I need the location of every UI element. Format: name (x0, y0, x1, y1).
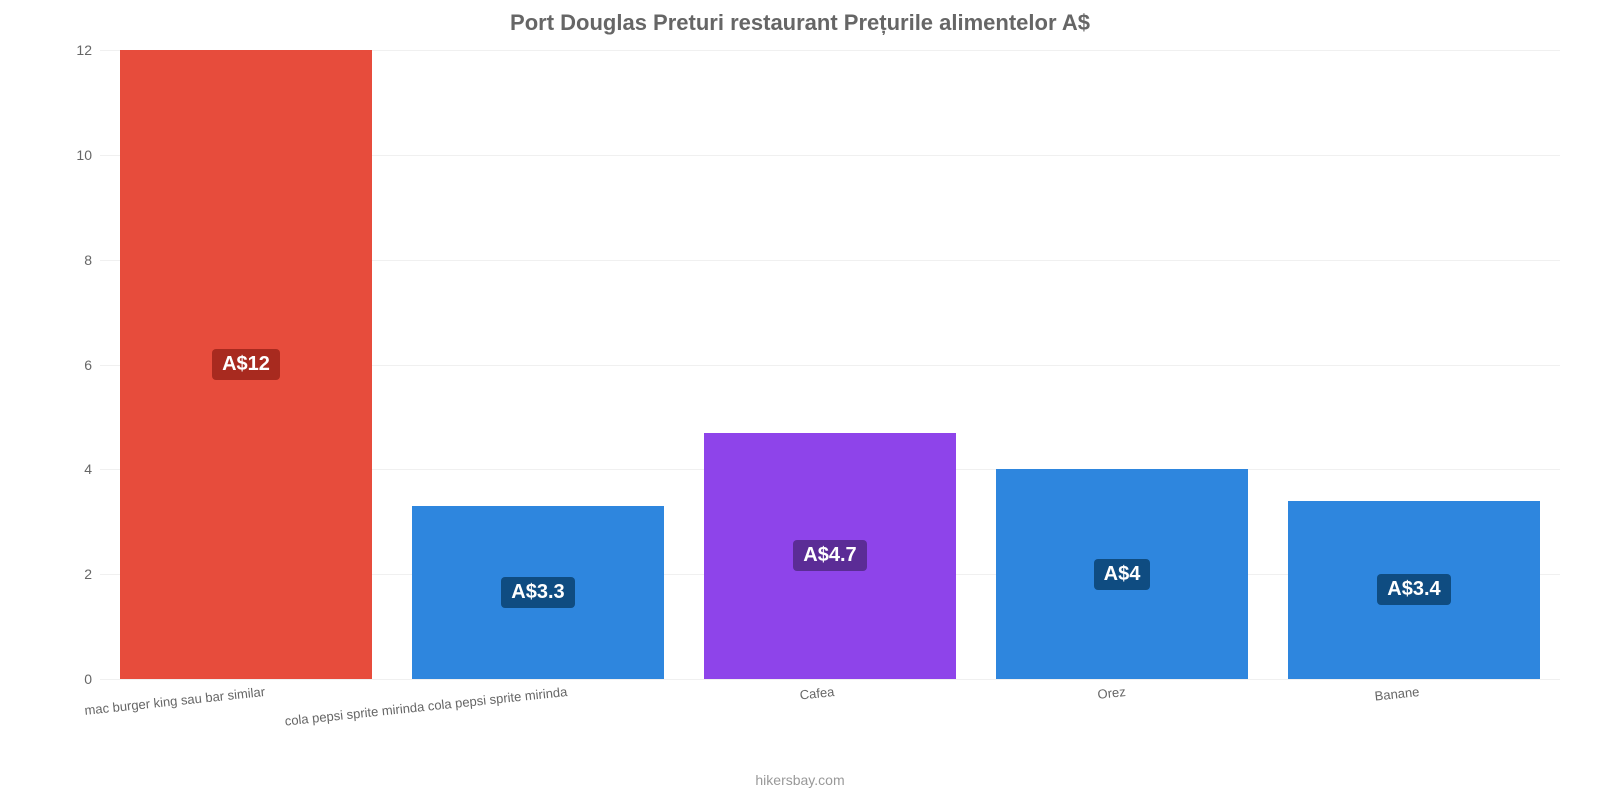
bar-slot: A$12 (100, 50, 392, 679)
y-tick-label: 10 (76, 147, 92, 163)
bar: A$4.7 (704, 433, 955, 679)
y-tick-label: 0 (84, 671, 92, 687)
x-axis-label: Cafea (799, 684, 835, 703)
bar-value-label: A$3.3 (501, 577, 574, 608)
bar-value-label: A$4 (1094, 559, 1151, 590)
bar-slot: A$3.3 (392, 50, 684, 679)
bar: A$3.4 (1288, 501, 1539, 679)
chart-title: Port Douglas Preturi restaurant Prețuril… (0, 0, 1600, 36)
credit-text: hikersbay.com (0, 772, 1600, 788)
plot-area: 024681012 A$12A$3.3A$4.7A$4A$3.4 (100, 50, 1560, 680)
bar-value-label: A$3.4 (1377, 574, 1450, 605)
y-tick-label: 4 (84, 461, 92, 477)
y-tick-label: 12 (76, 42, 92, 58)
bar-value-label: A$4.7 (793, 540, 866, 571)
bars-row: A$12 A$3.3 A$4.7 A$4 A$3.4 (100, 50, 1560, 679)
x-axis-label: mac burger king sau bar similar (84, 684, 266, 718)
bar: A$4 (996, 469, 1247, 679)
y-tick-label: 2 (84, 566, 92, 582)
y-tick-label: 6 (84, 357, 92, 373)
bar-slot: A$4.7 (684, 50, 976, 679)
bar-value-label: A$12 (212, 349, 280, 380)
bar: A$12 (120, 50, 371, 679)
chart-container: 024681012 A$12A$3.3A$4.7A$4A$3.4 mac bur… (60, 50, 1560, 720)
x-axis-labels: mac burger king sau bar similarcola peps… (100, 680, 1560, 720)
bar-slot: A$4 (976, 50, 1268, 679)
x-label-slot: Cafea (684, 680, 976, 720)
x-label-slot: Banane (1268, 680, 1560, 720)
x-label-slot: cola pepsi sprite mirinda cola pepsi spr… (392, 680, 684, 720)
x-label-slot: Orez (976, 680, 1268, 720)
bar: A$3.3 (412, 506, 663, 679)
x-axis-label: Orez (1097, 684, 1127, 702)
bar-slot: A$3.4 (1268, 50, 1560, 679)
y-tick-label: 8 (84, 252, 92, 268)
x-axis-label: Banane (1374, 684, 1420, 704)
